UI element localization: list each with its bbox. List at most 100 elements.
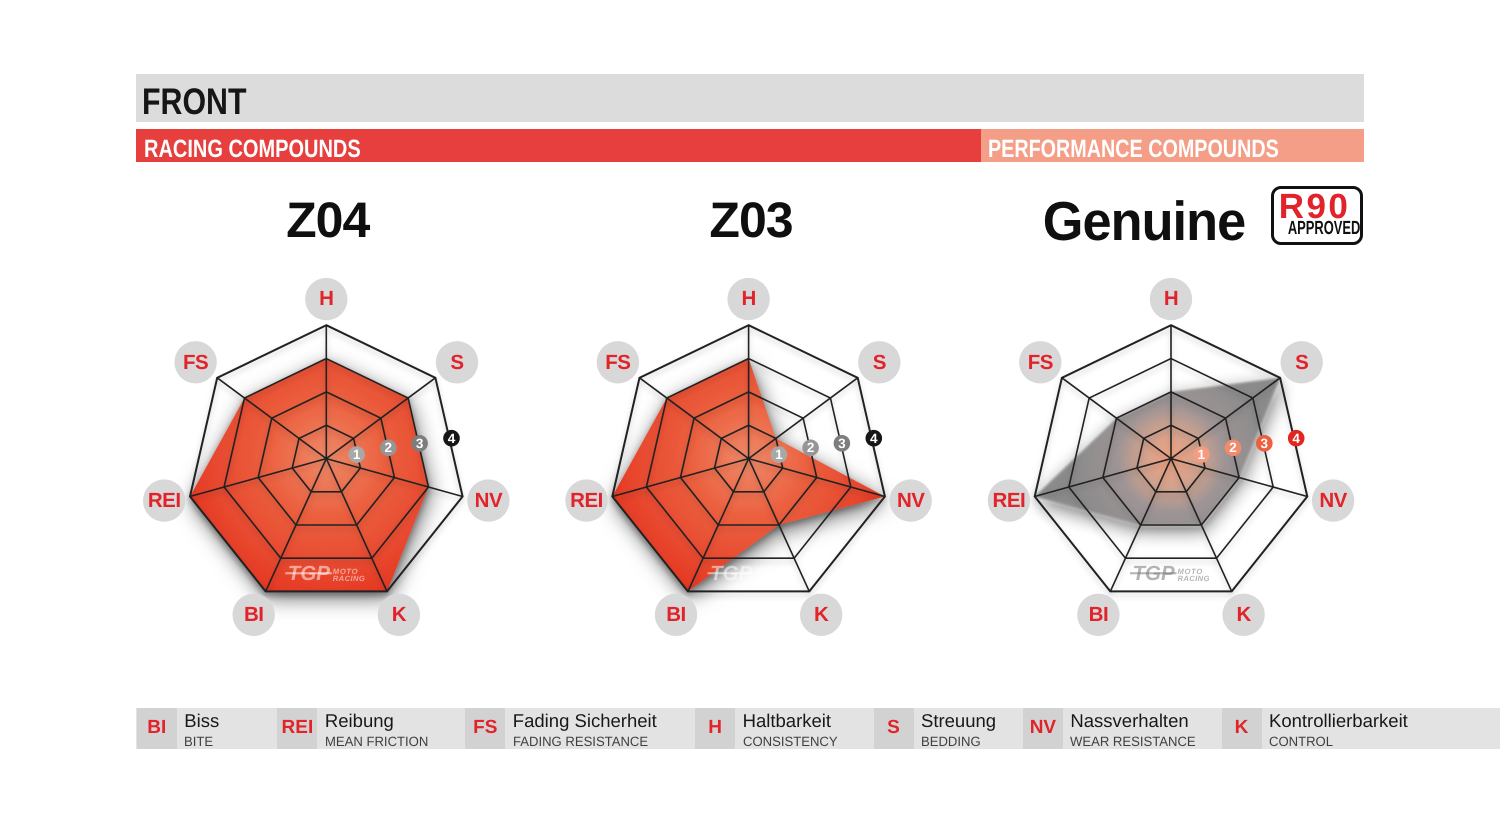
legend-key-h: H (695, 708, 736, 749)
legend-term-de: Haltbarkeit (742, 710, 832, 731)
legend-term-en: WEAR RESISTANCE (1070, 733, 1197, 749)
watermark-moto: MOTO (1177, 566, 1203, 576)
scale-tick-circle (1193, 446, 1210, 463)
r90-badge-title: R90 (1278, 186, 1351, 226)
scale-tick-number: 3 (838, 435, 846, 451)
axis-label-text-s: S (450, 350, 464, 374)
r90-approved-badge: R90 APPROVED (1270, 186, 1364, 245)
axis-label-circle-s (858, 341, 901, 384)
legend-term-en: MEAN FRICTION (324, 733, 429, 749)
scale-tick-circle (802, 439, 819, 457)
legend-term-en: CONSISTENCY (742, 733, 838, 749)
legend-term-de: Biss (184, 710, 220, 731)
scale-tick-circle (770, 446, 788, 463)
axis-label-circle-rei (143, 479, 186, 522)
tgp-moto-racing-watermark (285, 572, 332, 575)
scale-ticks (770, 429, 883, 463)
watermark-brand: TGP (710, 561, 753, 585)
axis-label-circle-k (377, 593, 421, 636)
axis-label-text-nv: NV (474, 488, 503, 512)
legend-key-k: K (1221, 708, 1262, 749)
axis-label-text-k: K (814, 603, 829, 627)
axis-label-text-fs: FS (1027, 350, 1054, 374)
axis-labels (987, 277, 1355, 636)
radar-web (611, 324, 886, 593)
radar-chart-z03 (565, 277, 932, 636)
axis-labels (143, 277, 510, 636)
axis-label-circle-s (435, 341, 479, 384)
scale-tick-number: 4 (1292, 430, 1300, 446)
axis-label-circle-rei (987, 479, 1031, 522)
axis-labels (565, 277, 932, 636)
legend-term-de: Nassverhalten (1070, 710, 1189, 731)
legend-abbr: NV (1029, 717, 1057, 739)
radar-chart-genuine (987, 277, 1355, 636)
legend-key-rei: REI (277, 708, 318, 749)
axis-label-text-rei: REI (147, 488, 181, 512)
axis-label-circle-fs (1019, 341, 1062, 384)
legend-term-en: BEDDING (921, 733, 981, 749)
radar-web (188, 324, 464, 593)
compound-title-z03: Z03 (709, 191, 793, 248)
watermark-strike (1130, 572, 1177, 575)
front-title: FRONT (142, 81, 247, 122)
scale-tick-number: 3 (1260, 435, 1269, 451)
legend-abbr: REI (281, 717, 314, 739)
scale-tick-number: 2 (384, 440, 393, 456)
scale-ticks (1193, 429, 1305, 463)
scale-tick-circle (865, 429, 883, 447)
legend-key-bi: BI (136, 708, 177, 749)
axis-label-circle-h (305, 277, 348, 321)
axis-label-text-h: H (319, 287, 334, 311)
compound-title-z04: Z04 (286, 191, 370, 248)
watermark-moto: MOTO (332, 566, 359, 576)
radar-chart-z04 (143, 277, 510, 636)
watermark-racing: RACING (755, 574, 788, 584)
axis-label-circle-k (800, 593, 843, 636)
axis-label-text-bi: BI (243, 603, 264, 627)
legend-item-text: Streuung BEDDING (921, 710, 997, 749)
axis-label-text-s: S (872, 350, 887, 374)
axis-label-circle-s (1280, 341, 1323, 384)
axis-label-circle-rei (565, 479, 608, 522)
scale-tick-number: 1 (352, 447, 361, 463)
legend-item-text: Biss BITE (184, 710, 220, 748)
axis-label-text-h: H (741, 287, 756, 311)
axis-label-circle-nv (889, 479, 932, 522)
tgp-moto-racing-watermark (1130, 572, 1177, 575)
legend-term-de: Kontrollierbarkeit (1269, 710, 1408, 731)
axis-label-text-fs: FS (182, 350, 209, 374)
scale-tick-circle (833, 435, 851, 452)
axis-label-circle-k (1222, 593, 1265, 636)
legend-term-en: CONTROL (1269, 733, 1334, 749)
scale-tick-circle (348, 446, 365, 463)
axis-label-circle-nv (467, 479, 510, 522)
racing-compounds-label: RACING COMPOUNDS (143, 135, 361, 163)
axis-label-text-rei: REI (570, 488, 603, 512)
axis-label-text-k: K (1236, 603, 1251, 627)
axis-label-text-nv: NV (896, 488, 925, 512)
axis-label-text-k: K (391, 603, 407, 627)
scale-tick-number: 3 (415, 435, 424, 451)
watermark-moto: MOTO (755, 566, 781, 576)
watermark-racing: RACING (1177, 574, 1210, 584)
legend-term-de: Reibung (324, 710, 394, 731)
scale-tick-number: 1 (775, 447, 783, 463)
performance-compounds-label: PERFORMANCE COMPOUNDS (988, 135, 1279, 163)
legend-term-de: Streuung (921, 710, 997, 731)
compound-title-genuine: Genuine (1042, 189, 1246, 252)
legend-abbr: K (1234, 717, 1249, 739)
legend-term-de: Fading Sicherheit (512, 710, 657, 731)
front-header-bar (136, 74, 1364, 122)
scale-tick-number: 2 (1229, 440, 1237, 456)
scale-tick-number: 4 (447, 430, 456, 446)
watermark-brand: TGP (287, 561, 330, 585)
watermark-racing: RACING (332, 574, 366, 584)
racing-compounds-band (136, 129, 981, 163)
axis-label-circle-nv (1311, 479, 1355, 522)
r90-badge-subtitle: APPROVED (1287, 217, 1361, 239)
watermark-strike (707, 572, 755, 575)
radar-web (1033, 324, 1309, 593)
legend-strip (136, 708, 1500, 749)
